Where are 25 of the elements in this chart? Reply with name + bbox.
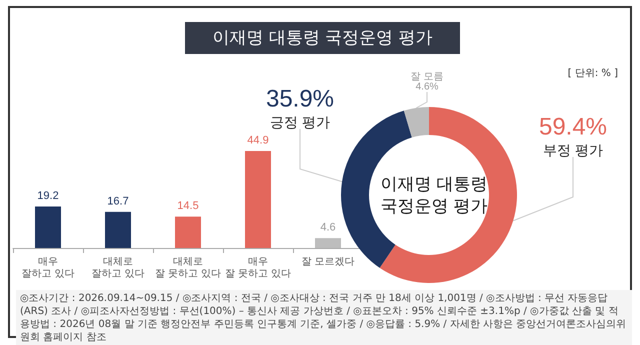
data-label: 14.5 xyxy=(177,200,199,212)
x-tick-label: 매우 잘 못하고 있다 xyxy=(225,256,291,280)
x-tick-label: 매우 잘하고 있다 xyxy=(22,256,74,280)
data-label: 16.7 xyxy=(107,195,129,208)
bar xyxy=(35,206,61,248)
bar xyxy=(175,216,201,248)
data-label: 59.4% xyxy=(538,114,608,140)
text: ◎조사기간 : 2026.09.14~09.15 / ◎조사지역 : 전국 / ◎조사대상 : 전국 거주 만 18세 이상 1,001명 / ◎조사방법 : 무선 자동응답(ARS) 조사 / ◎피조사자선정방법 : 무선(100%) – 통신사 제공 가상번호 / ◎표본오차 : 95% 신뢰수준 ±3.1%p / ◎가중값 산출 및 적용방법 : 2026년 08월 말 기준 행정안전부 주민등록 인구통계 기준, 셀가중 / ◎응답률 : 5.9% / 자세한 사항은 중앙선거여론조사심의위원회 홈페이지 참조 xyxy=(16,290,632,345)
text: [ 단위: % ] xyxy=(568,67,618,80)
chart-title: 이재명 대통령 국정운영 평가 xyxy=(185,22,460,54)
slice-label: 긍정 평가 xyxy=(270,114,330,130)
x-tick-label: 잘 모르겠다 xyxy=(302,256,354,268)
data-label: 19.2 xyxy=(37,190,59,202)
text: 이재명 대통령 국정운영 평가 xyxy=(380,174,488,216)
data-label: 44.9 xyxy=(247,134,269,147)
data-label: 4.6% xyxy=(416,82,439,92)
data-label: 4.6 xyxy=(320,222,336,234)
data-label: 35.9% xyxy=(266,86,334,112)
x-tick-label: 대체로 잘하고 있다 xyxy=(92,256,144,280)
bar xyxy=(105,212,131,248)
slice-label: 잘 모름 xyxy=(410,72,444,82)
bar xyxy=(315,238,341,248)
x-tick-label: 대체로 잘 못하고 있다 xyxy=(155,256,221,280)
bar xyxy=(245,151,271,248)
slice-label: 부정 평가 xyxy=(543,142,603,158)
